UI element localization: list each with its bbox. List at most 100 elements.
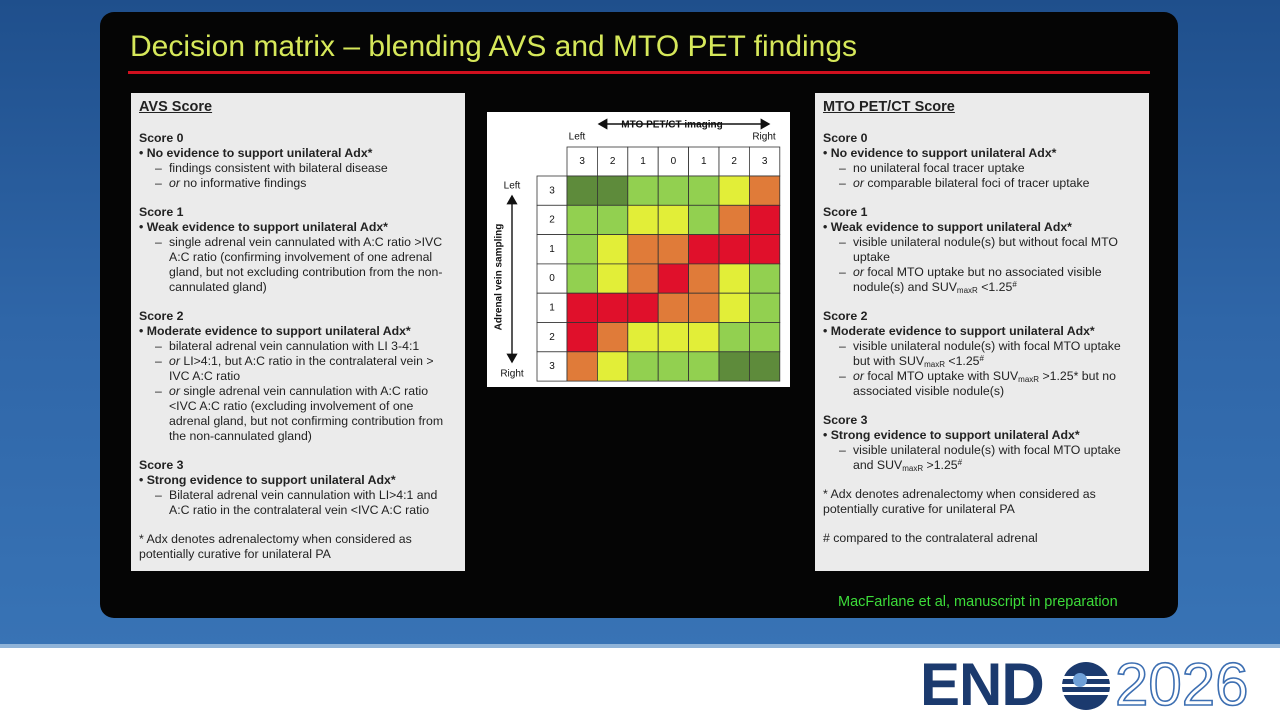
matrix-cell [657,351,689,382]
matrix-cell [627,263,659,294]
matrix-cell [688,351,720,382]
score-label: Score 1 [139,205,184,219]
matrix-cell [566,351,598,382]
matrix-cell [748,263,781,294]
matrix-cell [748,322,781,353]
score-items: findings consistent with bilateral disea… [139,161,457,191]
item-text: LI>4:1, but A:C ratio in the contralater… [169,354,434,383]
matrix-cell [566,175,598,206]
matrix-panel: MTO PET/CT imaging Left Right Left Right Adre… [487,112,790,387]
matrix-cell [597,263,629,294]
matrix-cell [718,292,750,323]
column-label: 1 [701,156,707,167]
column-header-cell [748,146,781,177]
matrix-cell [627,204,659,236]
item-text: bilateral adrenal vein cannulation with … [169,339,420,353]
score-label: Score 0 [823,131,868,145]
score-item: or comparable bilateral foci of tracer u… [839,176,1141,191]
item-text: or [853,369,864,383]
decision-matrix: MTO PET/CT imaging Left Right Left Right Adre… [494,118,781,382]
row-label: 1 [549,244,555,255]
score-label: Score 3 [823,413,868,427]
item-text: comparable bilateral foci of tracer upta… [863,176,1090,190]
score-item: Bilateral adrenal vein cannulation with … [155,488,457,518]
logo-year: 2026 [1114,650,1249,719]
matrix-top-title: MTO PET/CT imaging [621,120,722,131]
column-label: 0 [671,156,677,167]
column-label: 3 [762,156,768,167]
score-block: Score 3Strong evidence to support unilat… [139,458,457,518]
column-label: 1 [640,156,646,167]
score-item: visible unilateral nodule(s) but without… [839,235,1141,265]
score-block: Score 3Strong evidence to support unilat… [823,413,1141,473]
score-items: visible unilateral nodule(s) with focal … [823,339,1141,399]
row-label: 1 [549,302,555,313]
matrix-cell [597,351,629,382]
score-label: Score 1 [823,205,868,219]
score-block: Score 1Weak evidence to support unilater… [139,205,457,295]
score-block: Score 0No evidence to support unilateral… [823,131,1141,191]
matrix-cell [718,204,750,236]
matrix-side-title: Adrenal vein sampling [494,224,505,331]
score-label: Score 2 [823,309,868,323]
matrix-cell [597,234,629,265]
item-text: focal MTO uptake with SUV [863,369,1019,383]
panel-heading: MTO PET/CT Score [823,99,955,115]
matrix-cell [688,204,720,236]
item-text: focal MTO uptake but no associated visib… [853,265,1102,294]
logo-globe [1062,662,1110,710]
citation: MacFarlane et al, manuscript in preparat… [838,594,1118,610]
column-label: 2 [610,156,616,167]
score-point: Weak evidence to support unilateral Adx* [139,220,457,235]
matrix-cell [688,175,720,206]
matrix-side-top: Left [504,181,521,192]
matrix-cell [627,234,659,265]
score-item: or single adrenal vein cannulation with … [155,384,457,444]
matrix-cell [688,292,720,323]
matrix-cell [688,234,720,265]
matrix-cell [718,175,750,206]
item-text: no informative findings [179,176,307,190]
item-text: <1.25 [977,280,1013,294]
score-point: Moderate evidence to support unilateral … [823,324,1141,339]
matrix-top-right: Right [752,132,776,143]
score-item: or focal MTO uptake but no associated vi… [839,265,1141,295]
matrix-side-bottom: Right [500,369,524,380]
matrix-cell [597,175,629,206]
score-point: Weak evidence to support unilateral Adx* [823,220,1141,235]
row-label: 3 [549,361,555,372]
score-block: Score 0No evidence to support unilateral… [139,131,457,191]
matrix-cell [566,292,598,323]
score-item: or LI>4:1, but A:C ratio in the contrala… [155,354,457,384]
item-text: # [1012,280,1017,289]
item-text: maxR [924,360,945,369]
item-text: visible unilateral nodule(s) with focal … [853,443,1121,472]
item-text: or [169,176,180,190]
title-rule [128,71,1150,74]
matrix-cell [657,204,689,236]
item-text: or [169,354,180,368]
matrix-cell [748,292,781,323]
row-header-cell [536,204,568,236]
score-item: bilateral adrenal vein cannulation with … [155,339,457,354]
matrix-cell [748,234,781,265]
score-item: findings consistent with bilateral disea… [155,161,457,176]
matrix-top-left: Left [569,132,586,143]
score-items: single adrenal vein cannulated with A:C … [139,235,457,295]
column-label: 2 [731,156,737,167]
item-text: # [957,458,963,467]
score-item: visible unilateral nodule(s) with focal … [839,443,1141,473]
score-item: visible unilateral nodule(s) with focal … [839,339,1141,369]
row-header-cell [536,263,568,294]
matrix-cell [718,322,750,353]
item-text: Bilateral adrenal vein cannulation with … [169,488,438,517]
matrix-cell [657,175,689,206]
item-text: <1.25 [944,354,980,368]
score-point: Strong evidence to support unilateral Ad… [823,428,1141,443]
matrix-cell [657,322,689,353]
column-header-cell [627,146,659,177]
column-label: 3 [579,156,585,167]
matrix-cell [627,292,659,323]
matrix-cell [627,175,659,206]
